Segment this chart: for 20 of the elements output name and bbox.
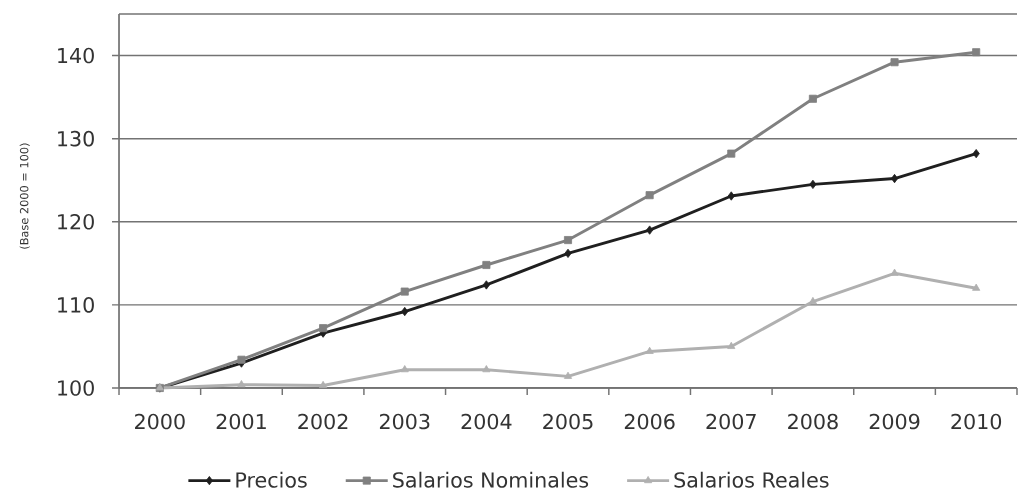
x-tick-label: 2000 [135,413,185,430]
y-tick-label: 130 [58,130,94,147]
y-tick-label: 110 [58,297,94,313]
x-tick-label: 2001 [216,413,266,430]
x-tick-label: 2005 [543,413,593,430]
y-tick-label: 140 [58,47,94,64]
x-tick-label: 2008 [788,413,838,430]
legend-label: Salarios Reales [674,471,829,488]
y-tick-label: 100 [58,380,94,396]
x-tick-label: 2010 [951,413,1002,430]
legend-label: Salarios Nominales [393,471,589,488]
legend-label: Precios [236,471,307,488]
x-tick-label: 2003 [379,413,430,430]
x-tick-label: 2002 [298,413,348,430]
y-tick-label: 120 [58,213,94,230]
x-tick-label: 2004 [461,413,512,430]
y-axis-title: (Base 2000 = 100) [19,143,30,249]
x-tick-label: 2006 [624,413,675,430]
x-tick-label: 2009 [869,413,920,430]
x-tick-label: 2007 [706,413,756,430]
